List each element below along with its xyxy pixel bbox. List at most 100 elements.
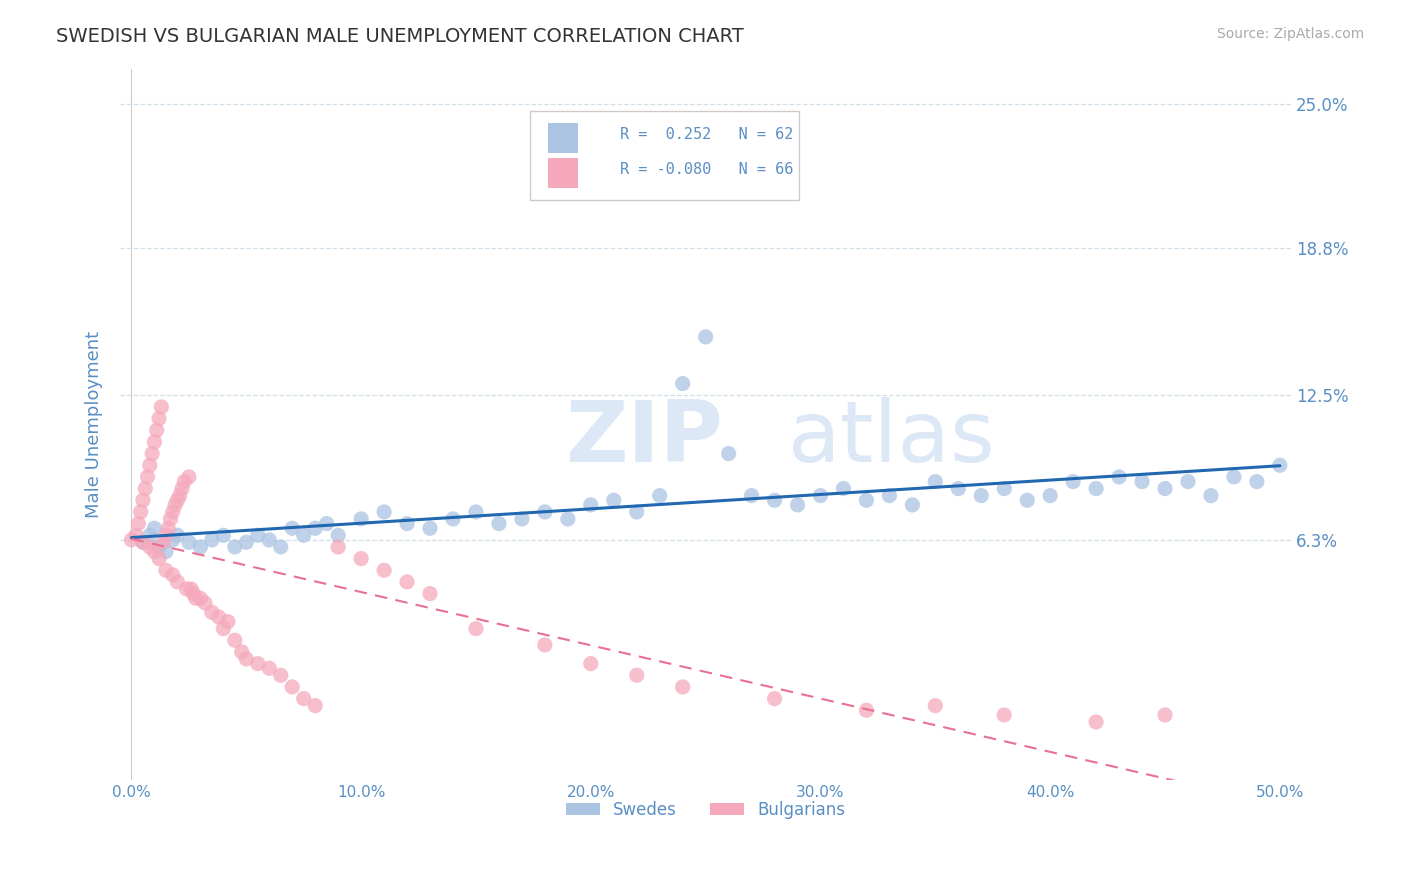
Point	[132, 535, 155, 549]
Point	[488, 516, 510, 531]
Point	[534, 505, 557, 519]
Point	[148, 540, 170, 554]
Point	[212, 528, 235, 542]
Point	[350, 551, 373, 566]
Point	[672, 680, 695, 694]
Point	[162, 505, 184, 519]
Point	[672, 376, 695, 391]
Point	[534, 638, 557, 652]
Point	[145, 423, 167, 437]
Point	[717, 446, 740, 460]
Point	[224, 633, 246, 648]
Point	[1039, 489, 1062, 503]
Point	[855, 493, 877, 508]
Point	[259, 533, 281, 547]
Point	[180, 582, 202, 596]
Point	[1268, 458, 1291, 473]
Point	[1154, 482, 1177, 496]
Point	[879, 489, 901, 503]
Point	[188, 591, 211, 606]
Point	[270, 668, 292, 682]
Point	[231, 645, 253, 659]
Point	[224, 540, 246, 554]
Point	[510, 512, 533, 526]
Point	[1246, 475, 1268, 489]
Point	[270, 540, 292, 554]
Point	[579, 498, 602, 512]
Point	[419, 521, 441, 535]
Point	[166, 493, 188, 508]
Point	[259, 661, 281, 675]
Point	[132, 535, 155, 549]
Point	[246, 528, 269, 542]
Point	[162, 568, 184, 582]
Point	[557, 512, 579, 526]
FancyBboxPatch shape	[547, 158, 578, 188]
Y-axis label: Male Unemployment: Male Unemployment	[86, 331, 103, 518]
Point	[1085, 714, 1108, 729]
Point	[579, 657, 602, 671]
Point	[170, 482, 193, 496]
Point	[188, 540, 211, 554]
Point	[194, 596, 217, 610]
Point	[139, 540, 162, 554]
Point	[328, 540, 350, 554]
Point	[165, 498, 187, 512]
Point	[1108, 470, 1130, 484]
Point	[741, 489, 763, 503]
Point	[648, 489, 671, 503]
Point	[948, 482, 970, 496]
Point	[139, 528, 162, 542]
Point	[246, 657, 269, 671]
Point	[1177, 475, 1199, 489]
Point	[970, 489, 993, 503]
Point	[155, 563, 177, 577]
Point	[281, 521, 304, 535]
Point	[626, 505, 648, 519]
Point	[155, 528, 177, 542]
Point	[217, 615, 239, 629]
Point	[177, 535, 200, 549]
Point	[924, 698, 946, 713]
Text: atlas: atlas	[787, 397, 995, 480]
Text: R = -0.080   N = 66: R = -0.080 N = 66	[620, 162, 793, 178]
Point	[148, 411, 170, 425]
Point	[465, 622, 488, 636]
Point	[169, 489, 191, 503]
Point	[176, 582, 198, 596]
Point	[1130, 475, 1153, 489]
Point	[120, 533, 142, 547]
Point	[173, 475, 195, 489]
Point	[350, 512, 373, 526]
Point	[177, 470, 200, 484]
Point	[373, 505, 395, 519]
Point	[396, 516, 419, 531]
Point	[1062, 475, 1084, 489]
Point	[143, 521, 166, 535]
Point	[134, 482, 156, 496]
Point	[924, 475, 946, 489]
Point	[184, 591, 207, 606]
Point	[993, 708, 1015, 723]
Legend: Swedes, Bulgarians: Swedes, Bulgarians	[560, 794, 852, 825]
Point	[159, 512, 181, 526]
Point	[235, 652, 257, 666]
Point	[235, 535, 257, 549]
Text: ZIP: ZIP	[565, 397, 723, 480]
Point	[162, 533, 184, 547]
Point	[763, 493, 786, 508]
Point	[304, 521, 326, 535]
Point	[419, 586, 441, 600]
Point	[832, 482, 855, 496]
Point	[139, 458, 162, 473]
Point	[328, 528, 350, 542]
Point	[626, 668, 648, 682]
Point	[304, 698, 326, 713]
Point	[129, 505, 152, 519]
Point	[281, 680, 304, 694]
Point	[786, 498, 808, 512]
Point	[292, 691, 315, 706]
Point	[465, 505, 488, 519]
Text: SWEDISH VS BULGARIAN MALE UNEMPLOYMENT CORRELATION CHART: SWEDISH VS BULGARIAN MALE UNEMPLOYMENT C…	[56, 27, 744, 45]
Point	[157, 521, 180, 535]
